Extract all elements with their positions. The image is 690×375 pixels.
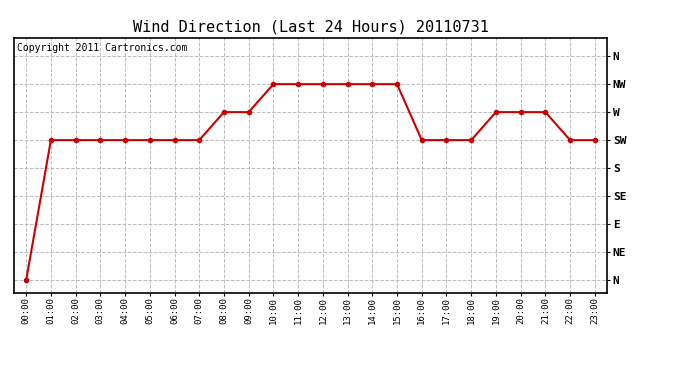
Title: Wind Direction (Last 24 Hours) 20110731: Wind Direction (Last 24 Hours) 20110731 <box>132 20 489 35</box>
Text: Copyright 2011 Cartronics.com: Copyright 2011 Cartronics.com <box>17 43 187 52</box>
